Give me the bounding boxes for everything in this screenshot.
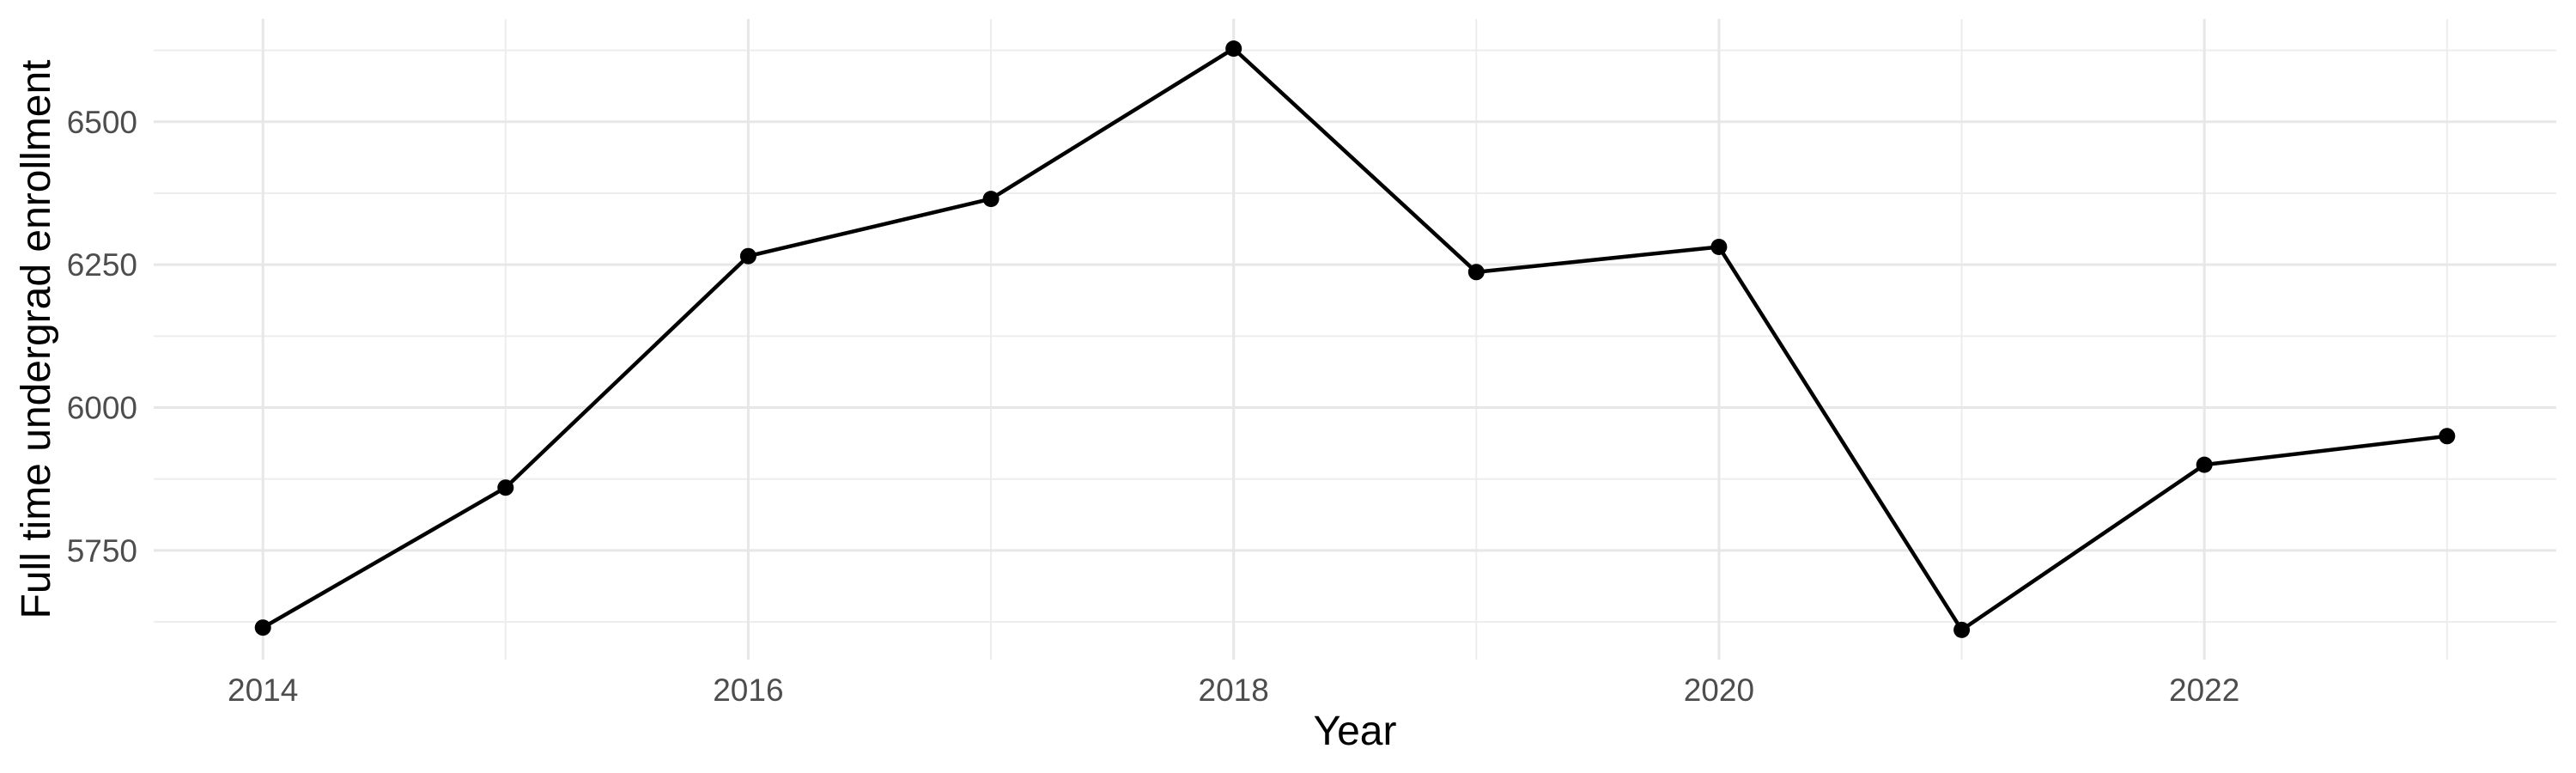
data-points — [254, 40, 2456, 638]
x-tick-label-2018: 2018 — [1199, 673, 1269, 708]
data-point-2019 — [1467, 264, 1485, 281]
x-axis-title: Year — [1314, 709, 1397, 754]
data-point-2018 — [1225, 40, 1242, 58]
x-tick-label-2022: 2022 — [2169, 673, 2239, 708]
y-axis-tick-labels: 6500 6250 6000 5750 — [67, 105, 137, 569]
data-point-2022 — [2196, 456, 2213, 473]
data-point-2017 — [982, 191, 999, 208]
data-point-2020 — [1710, 239, 1728, 255]
y-tick-label-6500: 6500 — [67, 105, 137, 140]
x-tick-label-2016: 2016 — [713, 673, 783, 708]
x-tick-label-2014: 2014 — [228, 673, 298, 708]
x-tick-label-2020: 2020 — [1684, 673, 1754, 708]
y-tick-label-6250: 6250 — [67, 247, 137, 283]
data-point-2021 — [1953, 621, 1971, 638]
data-point-2016 — [739, 247, 756, 265]
y-tick-label-5750: 5750 — [67, 533, 137, 569]
enrollment-line — [262, 46, 2448, 632]
y-axis-title: Full time undergrad enrollment — [14, 60, 59, 619]
data-point-2014 — [254, 619, 271, 636]
major-gridlines — [154, 19, 2556, 660]
data-point-2015 — [497, 479, 514, 496]
line-series-path — [262, 46, 2448, 632]
x-axis-tick-labels: 2014 2016 2018 2020 2022 — [228, 673, 2239, 708]
y-tick-label-6000: 6000 — [67, 391, 137, 426]
minor-gridlines — [154, 19, 2556, 660]
data-point-2023 — [2439, 428, 2456, 445]
